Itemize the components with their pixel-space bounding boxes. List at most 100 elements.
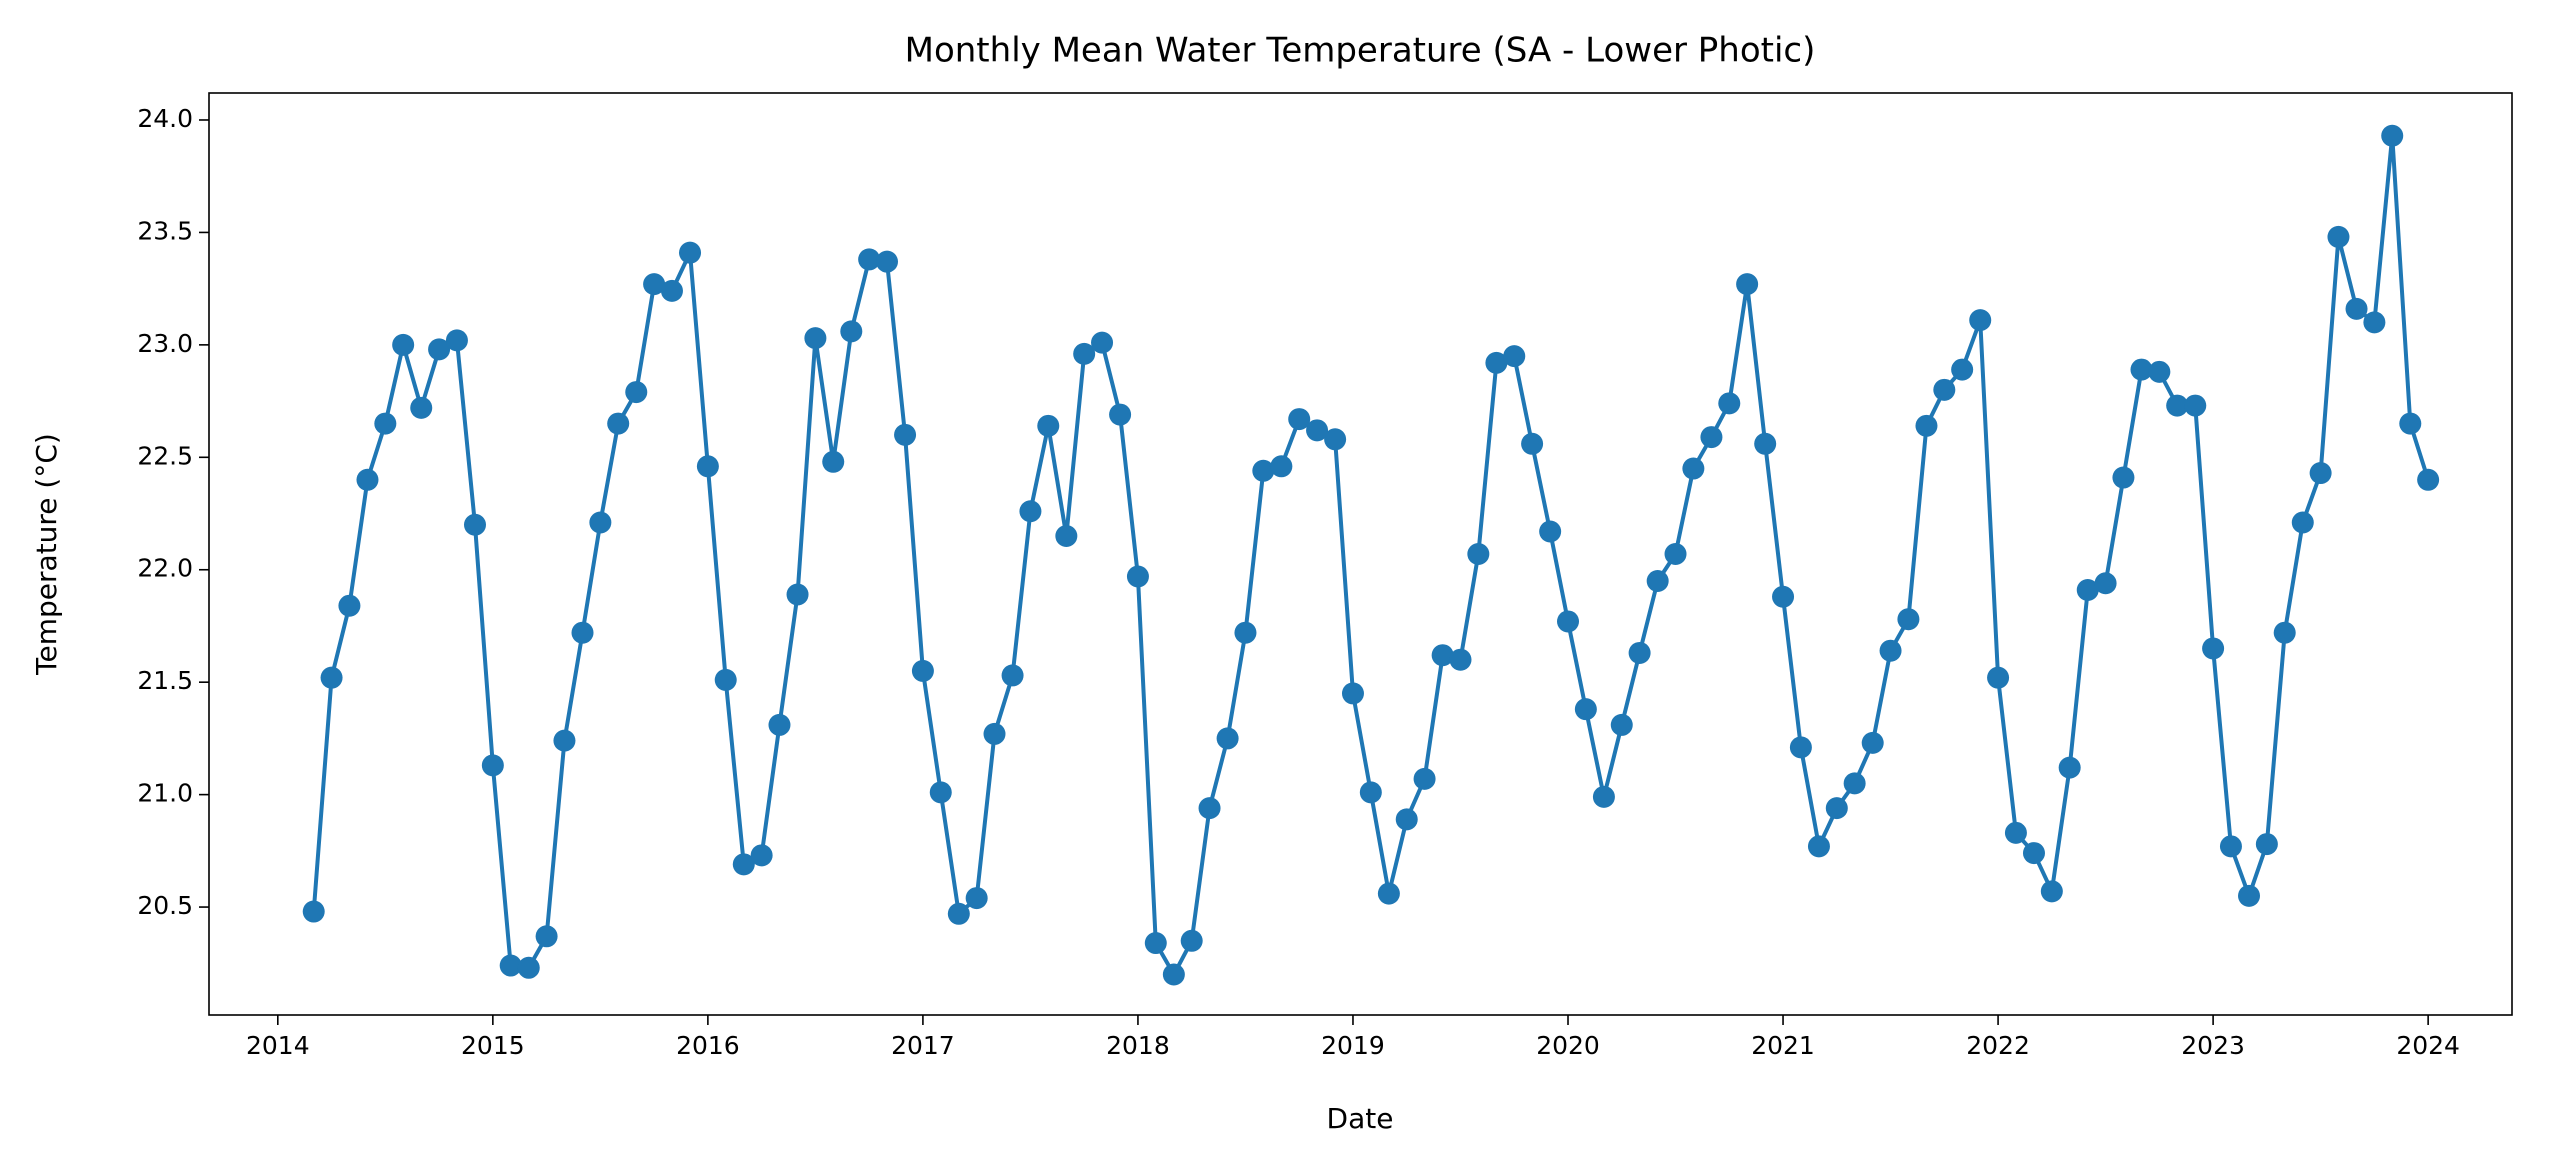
point: [1825, 797, 1848, 820]
point: [428, 338, 451, 361]
x-tick-label: 2022: [1966, 1031, 2030, 1060]
point: [481, 754, 504, 777]
point: [1574, 698, 1597, 721]
point: [1413, 767, 1436, 790]
point: [1180, 929, 1203, 952]
point: [1467, 543, 1490, 565]
point: [1126, 565, 1149, 588]
point: [2345, 297, 2368, 320]
point: [2058, 756, 2081, 779]
point: [1288, 408, 1311, 431]
point: [965, 887, 988, 910]
point: [929, 781, 952, 804]
point: [320, 666, 343, 689]
point: [2112, 466, 2135, 489]
point: [894, 423, 917, 446]
point: [822, 450, 845, 473]
y-tick-label: 23.0: [137, 329, 193, 358]
point: [2417, 468, 2440, 491]
point: [1521, 432, 1544, 455]
point: [338, 594, 361, 617]
point: [1557, 610, 1580, 633]
point: [1377, 882, 1400, 905]
y-tick-label: 24.0: [137, 104, 193, 133]
x-tick-label: 2019: [1321, 1031, 1385, 1060]
point: [1539, 520, 1562, 543]
y-tick-label: 21.0: [137, 779, 193, 808]
point: [1234, 621, 1257, 644]
y-axis-label: Temperature (°C): [30, 433, 63, 676]
point: [1897, 608, 1920, 631]
point: [660, 279, 683, 302]
point: [1037, 414, 1060, 437]
y-tick-label: 21.5: [137, 666, 193, 695]
y-tick-label: 22.5: [137, 441, 193, 470]
point: [2273, 621, 2296, 644]
point: [643, 273, 666, 296]
point: [2004, 821, 2027, 844]
point: [1807, 835, 1830, 858]
point: [2166, 394, 2189, 417]
point: [1019, 500, 1042, 523]
point: [1628, 641, 1651, 664]
point: [1324, 428, 1347, 451]
point: [696, 455, 719, 478]
point: [1001, 664, 1024, 687]
point: [1610, 713, 1633, 736]
point: [983, 722, 1006, 745]
point: [732, 853, 755, 876]
point: [2148, 360, 2171, 383]
x-axis-label: Date: [1327, 1102, 1394, 1135]
point: [1951, 358, 1974, 381]
point: [2094, 572, 2117, 595]
point: [1485, 351, 1508, 374]
point: [1359, 781, 1382, 804]
x-tick-label: 2017: [891, 1031, 955, 1060]
point: [571, 621, 594, 644]
x-tick-label: 2015: [461, 1031, 525, 1060]
point: [1664, 543, 1687, 565]
point: [1879, 639, 1902, 662]
point: [1682, 457, 1705, 480]
point: [2255, 833, 2278, 856]
point: [2309, 462, 2332, 485]
point: [1341, 682, 1364, 705]
point: [607, 412, 630, 435]
point: [2219, 835, 2242, 858]
x-tick-label: 2016: [676, 1031, 740, 1060]
point: [302, 900, 325, 923]
point: [410, 396, 433, 419]
point: [1718, 392, 1741, 415]
point: [768, 713, 791, 736]
point: [2184, 394, 2207, 417]
point: [2363, 311, 2386, 334]
point: [392, 333, 415, 356]
x-tick-label: 2014: [246, 1031, 310, 1060]
point: [1772, 585, 1795, 608]
point: [445, 329, 468, 352]
point: [840, 320, 863, 343]
point: [1109, 403, 1132, 426]
point: [2040, 880, 2063, 903]
point: [2381, 124, 2404, 147]
point: [804, 327, 827, 350]
point: [589, 511, 612, 534]
point: [2238, 884, 2261, 907]
point: [1073, 342, 1096, 365]
point: [750, 844, 773, 867]
point: [1055, 525, 1078, 548]
point: [858, 248, 881, 271]
point: [1700, 426, 1723, 449]
point: [1987, 666, 2010, 689]
x-tick-label: 2023: [2181, 1031, 2245, 1060]
point: [499, 954, 522, 977]
point: [1503, 345, 1526, 368]
x-tick-label: 2018: [1106, 1031, 1170, 1060]
point: [517, 956, 540, 979]
point: [679, 241, 702, 264]
axes-frame: [208, 92, 2513, 1016]
point: [1162, 963, 1185, 986]
x-tick-label: 2024: [2396, 1031, 2460, 1060]
point: [1198, 797, 1221, 820]
